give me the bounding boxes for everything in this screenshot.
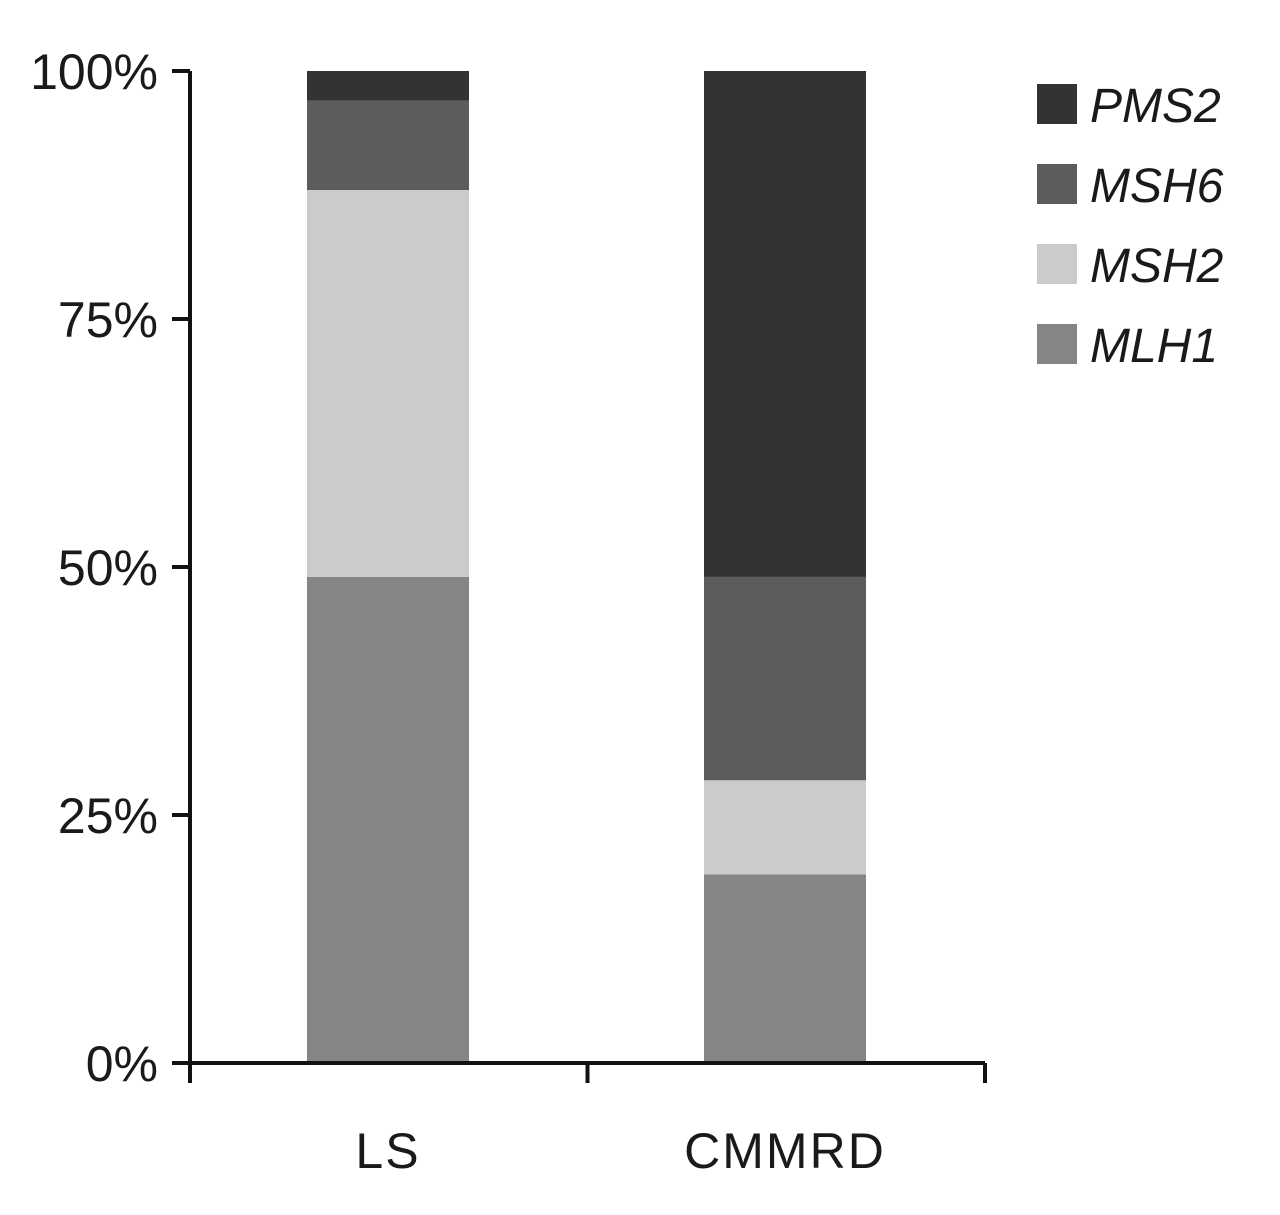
bars-group	[307, 71, 866, 1063]
y-tick-label: 25%	[58, 788, 158, 844]
bar-segment-cmmrd-pms2	[704, 71, 866, 577]
x-category-label: CMMRD	[684, 1123, 886, 1179]
legend-label-mlh1: MLH1	[1090, 320, 1218, 373]
y-tick-label: 0%	[86, 1036, 158, 1092]
legend: PMS2 MSH6 MSH2 MLH1	[1037, 80, 1224, 373]
legend-swatch-pms2	[1037, 84, 1077, 124]
bar-segment-cmmrd-msh2	[704, 780, 866, 875]
y-tick-label: 100%	[30, 44, 158, 100]
axes-group: 0% 25% 50% 75% 100% LS CMMRD	[30, 44, 987, 1179]
x-category-label: LS	[355, 1123, 420, 1179]
legend-swatch-msh2	[1037, 244, 1077, 284]
legend-label-pms2: PMS2	[1090, 80, 1221, 133]
legend-swatch-mlh1	[1037, 324, 1077, 364]
y-tick-label: 75%	[58, 292, 158, 348]
legend-label-msh2: MSH2	[1090, 240, 1223, 293]
bar-segment-ls-msh6	[307, 100, 469, 191]
legend-swatch-msh6	[1037, 164, 1077, 204]
legend-label-msh6: MSH6	[1090, 160, 1224, 213]
bar-segment-ls-msh2	[307, 190, 469, 577]
bar-segment-ls-mlh1	[307, 576, 469, 1063]
bar-segment-ls-pms2	[307, 71, 469, 101]
y-tick-label: 50%	[58, 540, 158, 596]
bar-segment-cmmrd-msh6	[704, 576, 866, 781]
bar-segment-cmmrd-mlh1	[704, 874, 866, 1063]
